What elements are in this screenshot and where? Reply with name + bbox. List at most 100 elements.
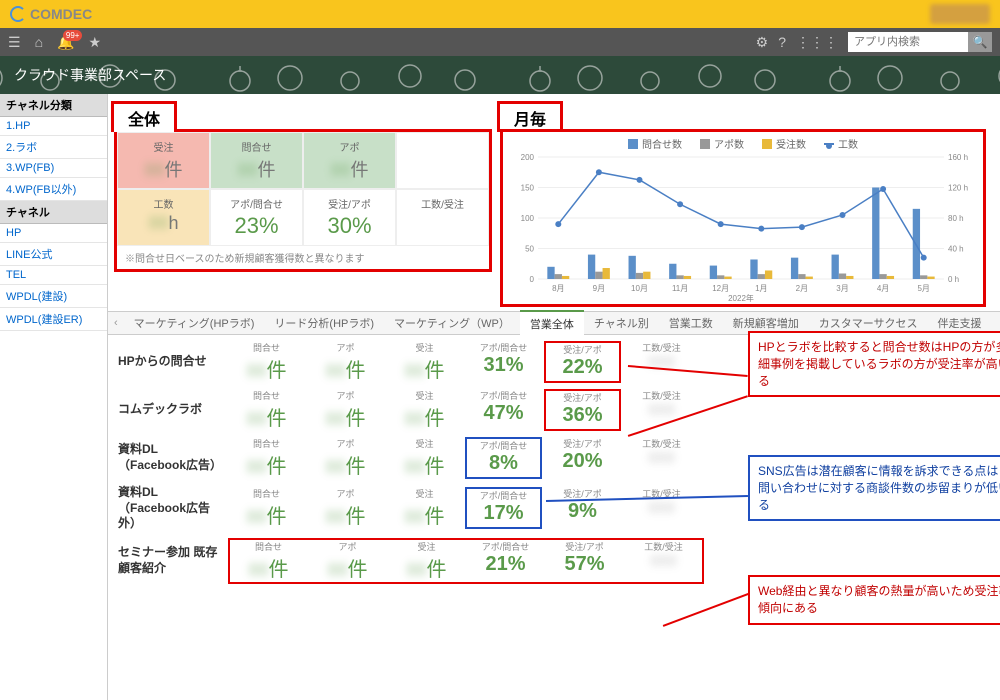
annotation: SNS広告は潜在顧客に情報を訴求できる点は良いが、問い合わせに対する商談件数の歩…	[748, 455, 1000, 521]
metric-cell: 工数/受注888	[623, 437, 700, 479]
kpi-cell: アポ/問合せ23%	[210, 189, 303, 246]
metric-cell: アポ88件	[307, 487, 384, 529]
metric-cell: 工数/受注888	[623, 487, 700, 529]
tab[interactable]: MBO	[992, 313, 1000, 333]
metric-cell: アポ88件	[307, 389, 384, 431]
menu-icon[interactable]: ☰	[8, 34, 21, 51]
svg-text:10月: 10月	[631, 284, 648, 293]
svg-text:0 h: 0 h	[948, 275, 959, 284]
kpi-cell: 受注/アポ30%	[303, 189, 396, 246]
metric-cell: 受注/アポ9%	[544, 487, 621, 529]
toolbar: ☰ ⌂ 🔔99+ ★ ⚙ ? ⋮⋮⋮ 🔍	[0, 28, 1000, 56]
metric-cell: 受注88件	[386, 437, 463, 479]
legend-item: 受注数	[762, 136, 806, 151]
search-button[interactable]: 🔍	[968, 32, 992, 52]
svg-text:80 h: 80 h	[948, 214, 964, 223]
row-label: コムデックラボ	[118, 402, 228, 418]
legend-item: アポ数	[700, 136, 744, 151]
tab[interactable]: 営業全体	[520, 310, 584, 336]
svg-text:40 h: 40 h	[948, 245, 964, 254]
svg-text:0: 0	[530, 275, 535, 284]
tab[interactable]: リード分析(HPラボ)	[264, 311, 384, 335]
metric-cell: 工数/受注888	[623, 341, 700, 383]
kpi-cell: アポ88件	[303, 132, 396, 189]
sidebar-item[interactable]: WPDL(建設)	[0, 285, 107, 308]
help-icon[interactable]: ?	[778, 34, 786, 50]
notification-icon[interactable]: 🔔99+	[57, 34, 74, 51]
search-input[interactable]	[848, 32, 968, 52]
svg-text:4月: 4月	[877, 284, 889, 293]
metric-cell: 工数/受注888	[625, 540, 702, 582]
content: 全体 受注88件問合せ88件アポ88件工数88hアポ/問合せ23%受注/アポ30…	[108, 94, 1000, 700]
notif-badge: 99+	[63, 30, 83, 41]
svg-text:8月: 8月	[552, 284, 564, 293]
metric-cell: アポ/問合せ8%	[465, 437, 542, 479]
metric-cell: アポ/問合せ31%	[465, 341, 542, 383]
gear-icon[interactable]: ⚙	[756, 34, 769, 51]
metric-cell: 受注/アポ36%	[544, 389, 621, 431]
metric-cell: 受注88件	[386, 389, 463, 431]
metric-cell: アポ/問合せ47%	[465, 389, 542, 431]
metric-cell: 受注88件	[386, 487, 463, 529]
tab[interactable]: マーケティング(HPラボ)	[124, 311, 265, 335]
svg-text:2022年: 2022年	[728, 293, 754, 303]
metric-cell: アポ88件	[309, 540, 386, 582]
home-icon[interactable]: ⌂	[35, 34, 43, 50]
metric-cell: 問合せ88件	[228, 487, 305, 529]
sidebar-header: チャネル	[0, 201, 107, 224]
svg-text:2月: 2月	[796, 284, 808, 293]
svg-text:150: 150	[521, 184, 535, 193]
connector-line	[663, 593, 749, 626]
star-icon[interactable]: ★	[88, 34, 101, 51]
metric-cell: アポ/問合せ17%	[465, 487, 542, 529]
sidebar-item[interactable]: 1.HP	[0, 117, 107, 136]
sidebar-item[interactable]: WPDL(建設ER)	[0, 308, 107, 331]
tab[interactable]: チャネル別	[584, 311, 659, 335]
space-header: クラウド事業部スペース	[0, 56, 1000, 94]
space-title: クラウド事業部スペース	[14, 65, 166, 85]
tab[interactable]: 営業工数	[659, 311, 723, 335]
metric-cell: 問合せ88件	[228, 437, 305, 479]
kpi-cell: 受注88件	[117, 132, 210, 189]
data-area: HPからの問合せ問合せ88件アポ88件受注88件アポ/問合せ31%受注/アポ22…	[108, 335, 1000, 596]
sidebar-item[interactable]: TEL	[0, 266, 107, 285]
metric-cell: 受注88件	[388, 540, 465, 582]
user-badge[interactable]	[930, 4, 990, 24]
metric-cell: 受注/アポ22%	[544, 341, 621, 383]
legend-item: 問合せ数	[628, 136, 682, 151]
sidebar-item[interactable]: LINE公式	[0, 243, 107, 266]
tab[interactable]: マーケティング（WP）	[384, 311, 520, 335]
search-box: 🔍	[848, 32, 992, 52]
metric-cell: アポ88件	[307, 437, 384, 479]
svg-text:5月: 5月	[917, 284, 929, 293]
chart-panel: 月毎 問合せ数アポ数受注数工数 0501001502000 h40 h80 h1…	[500, 98, 986, 307]
brand-text: COMDEC	[30, 6, 92, 22]
svg-text:11月: 11月	[672, 284, 688, 293]
kpi-cell	[396, 132, 489, 189]
sidebar: チャネル分類1.HP2.ラボ3.WP(FB)4.WP(FB以外)チャネルHPLI…	[0, 94, 108, 700]
apps-icon[interactable]: ⋮⋮⋮	[796, 34, 838, 51]
chart: 0501001502000 h40 h80 h120 h160 h8月9月10月…	[507, 153, 979, 303]
svg-text:160 h: 160 h	[948, 153, 968, 162]
annotation: Web経由と異なり顧客の熱量が高いため受注率が高い傾向にある	[748, 575, 1000, 625]
sidebar-item[interactable]: 3.WP(FB)	[0, 159, 107, 178]
metric-cell: 受注/アポ57%	[546, 540, 623, 582]
svg-text:9月: 9月	[593, 284, 605, 293]
annotation: HPとラボを比較すると問合せ数はHPの方が多いが…詳細事例を掲載しているラボの方…	[748, 331, 1000, 397]
kpi-panel: 全体 受注88件問合せ88件アポ88件工数88hアポ/問合せ23%受注/アポ30…	[114, 98, 492, 307]
sidebar-item[interactable]: HP	[0, 224, 107, 243]
metric-cell: 問合せ88件	[228, 341, 305, 383]
sidebar-item[interactable]: 4.WP(FB以外)	[0, 178, 107, 201]
svg-text:3月: 3月	[836, 284, 848, 293]
svg-text:200: 200	[521, 153, 535, 162]
svg-text:50: 50	[525, 245, 534, 254]
row-label: 資料DL （Facebook広告外）	[118, 485, 228, 532]
svg-text:1月: 1月	[755, 284, 767, 293]
tab-prev[interactable]: ‹	[108, 317, 124, 329]
metric-cell: 問合せ88件	[230, 540, 307, 582]
brand-logo[interactable]: COMDEC	[10, 6, 92, 22]
svg-text:120 h: 120 h	[948, 184, 968, 193]
sidebar-item[interactable]: 2.ラボ	[0, 136, 107, 159]
row-label: 資料DL （Facebook広告）	[118, 442, 228, 473]
metric-cell: アポ/問合せ21%	[467, 540, 544, 582]
